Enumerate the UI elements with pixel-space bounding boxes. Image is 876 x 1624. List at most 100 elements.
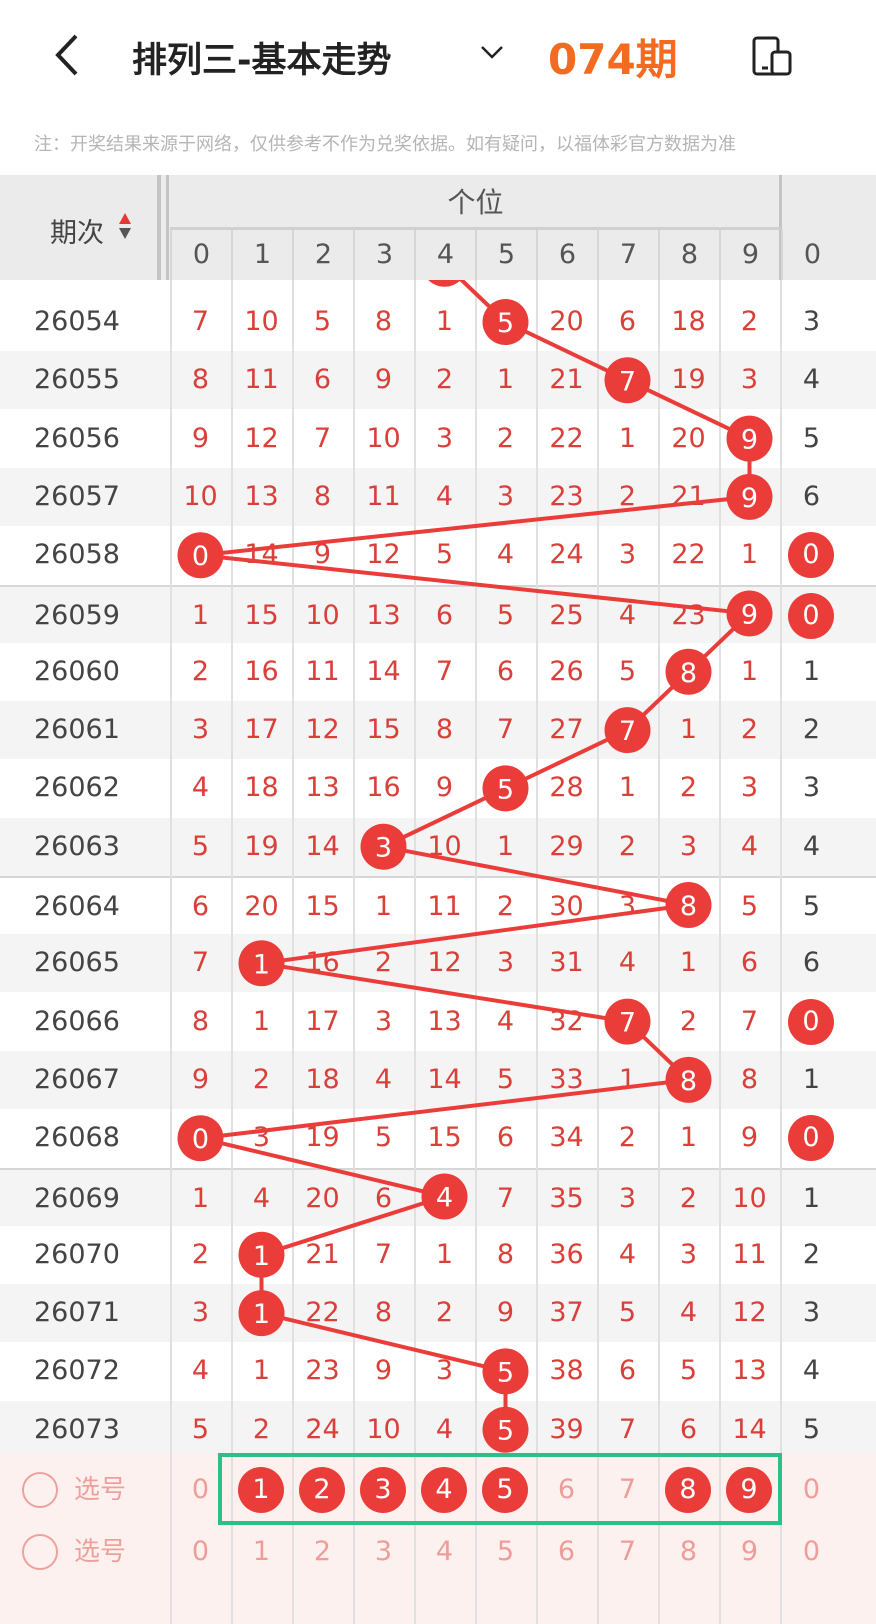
miss-count-cell: 3 bbox=[435, 1355, 454, 1387]
trend-table-body: 26054 7 10 5 8 1 20 6 18 2 3 26055 8 11 6 9 2 1 21 19 3 4 2605… bbox=[0, 280, 876, 1453]
period-cell: 26064 bbox=[34, 891, 120, 922]
miss-count-cell: 21 bbox=[671, 480, 706, 512]
miss-count-cell: 2 bbox=[252, 1413, 271, 1445]
miss-count-cell: 23 bbox=[305, 1355, 340, 1387]
miss-count-cell: 1 bbox=[435, 1238, 454, 1270]
sort-icon[interactable] bbox=[118, 211, 132, 241]
miss-count-cell: 16 bbox=[244, 655, 279, 687]
digit-option[interactable]: 7 bbox=[618, 1536, 637, 1567]
hit-ball: 9 bbox=[726, 590, 773, 637]
next-group-cell: 2 bbox=[802, 714, 821, 746]
miss-count-cell: 2 bbox=[740, 714, 759, 746]
page-title[interactable]: 排列三-基本走势 bbox=[132, 41, 392, 81]
next-group-option[interactable]: 0 bbox=[802, 1536, 821, 1567]
next-group-digit-header: 0 bbox=[781, 230, 842, 280]
table-row: 26061 3 17 12 15 8 7 27 1 2 2 bbox=[0, 701, 876, 760]
digit-option[interactable]: 0 bbox=[191, 1474, 210, 1505]
trend-line-layer: 457990987538178041155 bbox=[177, 280, 773, 1453]
selected-digit-ball[interactable]: 2 bbox=[299, 1467, 345, 1513]
miss-count-cell: 14 bbox=[427, 1063, 462, 1095]
next-group-cell: 5 bbox=[802, 422, 821, 454]
digit-option[interactable]: 4 bbox=[435, 1536, 454, 1567]
miss-count-cell: 1 bbox=[679, 714, 698, 746]
miss-count-cell: 15 bbox=[366, 714, 401, 746]
digit-option[interactable]: 7 bbox=[618, 1474, 637, 1505]
selected-digit-ball[interactable]: 1 bbox=[238, 1467, 284, 1513]
miss-count-cell: 4 bbox=[435, 1413, 454, 1445]
miss-count-cell: 4 bbox=[435, 480, 454, 512]
digit-option[interactable]: 6 bbox=[557, 1474, 576, 1505]
table-row: 26066 8 1 17 3 13 4 32 2 7 0 bbox=[0, 993, 876, 1051]
miss-count-cell: 6 bbox=[740, 947, 759, 979]
miss-count-cell: 3 bbox=[740, 772, 759, 804]
svg-text:8: 8 bbox=[680, 891, 697, 922]
miss-count-cell: 11 bbox=[427, 891, 462, 922]
digit-option[interactable]: 9 bbox=[740, 1536, 759, 1567]
miss-count-cell: 6 bbox=[496, 655, 515, 687]
miss-count-cell: 2 bbox=[435, 1297, 454, 1329]
selected-digit-ball[interactable]: 3 bbox=[360, 1467, 406, 1513]
miss-count-cell: 4 bbox=[496, 539, 515, 571]
selected-digit-ball[interactable]: 9 bbox=[726, 1467, 772, 1513]
trend-line-segment bbox=[200, 494, 750, 558]
selected-digit-ball[interactable]: 8 bbox=[665, 1467, 711, 1513]
table-row: 26056 9 12 7 10 3 2 22 1 20 5 bbox=[0, 410, 876, 468]
miss-count-cell: 10 bbox=[366, 1413, 401, 1445]
miss-count-cell: 15 bbox=[244, 599, 279, 631]
table-row: 26073 5 2 24 10 4 39 7 6 14 5 bbox=[0, 1400, 876, 1453]
miss-count-cell: 13 bbox=[366, 599, 401, 631]
miss-count-cell: 1 bbox=[496, 364, 515, 396]
next-group-option[interactable]: 0 bbox=[802, 1474, 821, 1505]
digit-option[interactable]: 0 bbox=[191, 1536, 210, 1567]
miss-count-cell: 8 bbox=[496, 1238, 515, 1270]
miss-count-cell: 7 bbox=[435, 655, 454, 687]
radio-select[interactable] bbox=[22, 1472, 58, 1508]
miss-count-cell: 8 bbox=[191, 1005, 210, 1037]
miss-count-cell: 1 bbox=[618, 422, 637, 454]
miss-count-cell: 15 bbox=[305, 891, 340, 922]
trend-line-segment bbox=[260, 1194, 446, 1257]
trend-line-segment bbox=[261, 961, 628, 1024]
miss-count-cell: 3 bbox=[740, 364, 759, 396]
svg-text:7: 7 bbox=[619, 1008, 636, 1039]
miss-count-cell: 12 bbox=[366, 539, 401, 571]
miss-count-cell: 7 bbox=[313, 422, 332, 454]
radio-select[interactable] bbox=[22, 1534, 58, 1570]
chevron-left-icon[interactable] bbox=[48, 30, 88, 80]
miss-count-cell: 3 bbox=[435, 422, 454, 454]
miss-count-cell: 9 bbox=[435, 772, 454, 804]
hit-ball: 7 bbox=[604, 998, 651, 1045]
period-header[interactable]: 期次 bbox=[50, 218, 104, 249]
table-row: 26054 7 10 5 8 1 20 6 18 2 3 bbox=[0, 293, 876, 351]
next-group-cell: 2 bbox=[802, 1238, 821, 1270]
device-switch-icon[interactable] bbox=[752, 36, 794, 76]
digit-header-2: 2 bbox=[292, 230, 353, 280]
digit-option[interactable]: 5 bbox=[496, 1536, 515, 1567]
miss-count-cell: 2 bbox=[618, 830, 637, 862]
miss-count-cell: 6 bbox=[618, 1355, 637, 1387]
miss-count-cell: 5 bbox=[191, 830, 210, 862]
digit-option[interactable]: 1 bbox=[252, 1536, 271, 1567]
digit-header-9: 9 bbox=[719, 230, 780, 280]
digit-header-0: 0 bbox=[170, 230, 231, 280]
digit-header-1: 1 bbox=[231, 230, 292, 280]
miss-count-cell: 3 bbox=[191, 714, 210, 746]
miss-count-cell: 7 bbox=[496, 714, 515, 746]
svg-text:1: 1 bbox=[253, 949, 270, 980]
miss-count-cell: 5 bbox=[191, 1413, 210, 1445]
period-cell: 26066 bbox=[34, 1005, 120, 1037]
miss-count-cell: 4 bbox=[740, 830, 759, 862]
chevron-down-icon[interactable] bbox=[478, 40, 506, 64]
digit-option[interactable]: 6 bbox=[557, 1536, 576, 1567]
miss-count-cell: 21 bbox=[305, 1238, 340, 1270]
digit-option[interactable]: 8 bbox=[679, 1536, 698, 1567]
miss-count-cell: 5 bbox=[679, 1355, 698, 1387]
digit-option[interactable]: 2 bbox=[313, 1536, 332, 1567]
digit-option[interactable]: 3 bbox=[374, 1536, 393, 1567]
selected-digit-ball[interactable]: 4 bbox=[421, 1467, 467, 1513]
miss-count-cell: 7 bbox=[496, 1182, 515, 1214]
selected-digit-ball[interactable]: 5 bbox=[482, 1467, 528, 1513]
hit-ball: 8 bbox=[665, 1056, 712, 1103]
miss-count-cell: 12 bbox=[305, 714, 340, 746]
